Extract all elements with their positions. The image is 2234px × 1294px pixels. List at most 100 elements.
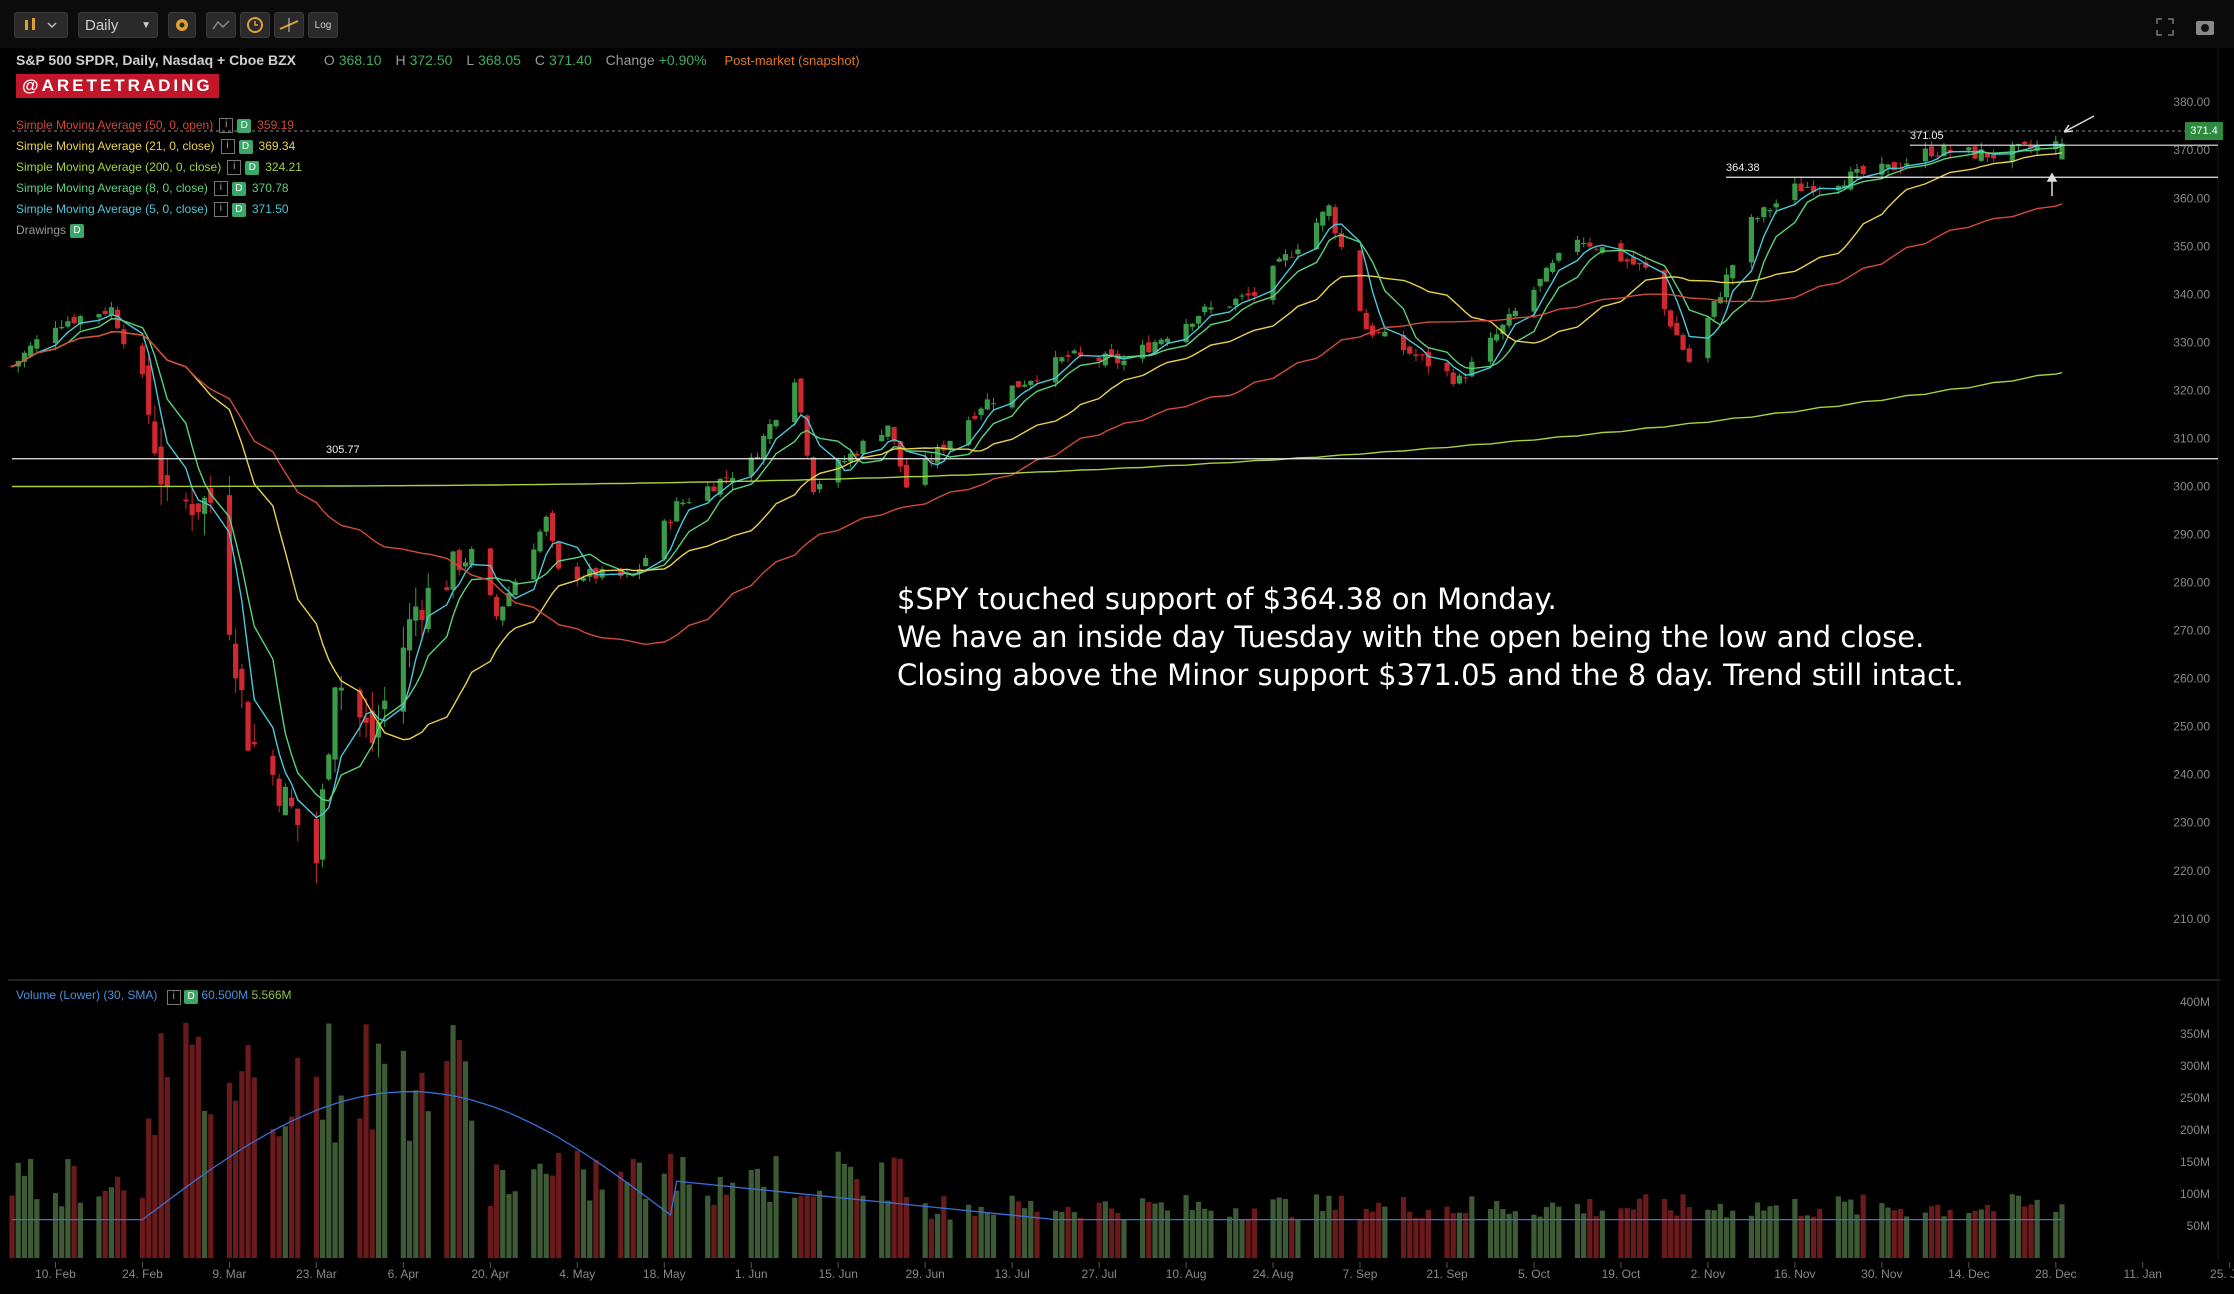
indicator-d-badge[interactable]: D <box>238 139 253 154</box>
info-icon[interactable]: i <box>220 139 235 155</box>
volume-bar <box>425 1111 431 1258</box>
chart-style-button[interactable] <box>14 12 68 38</box>
volume-bar <box>879 1162 885 1258</box>
compare-button[interactable] <box>206 12 236 38</box>
candle-body <box>183 499 189 502</box>
open-label: O <box>323 52 335 68</box>
log-scale-button[interactable]: Log <box>308 12 338 38</box>
volume-bar <box>1108 1208 1115 1258</box>
info-icon[interactable]: i <box>227 160 242 176</box>
indicator-legend-item[interactable]: Simple Moving Average (200, 0, close) i D 3… <box>16 158 302 176</box>
volume-bar <box>444 1060 450 1258</box>
indicator-legend-item[interactable]: Simple Moving Average (8, 0, close) i D 370… <box>16 179 289 197</box>
volume-legend[interactable]: Volume (Lower) (30, SMA) i D 60.500M 5.5… <box>16 988 292 1005</box>
candle-body <box>1276 258 1282 262</box>
candle-body <box>363 717 369 723</box>
expand-icon[interactable] <box>2154 16 2176 38</box>
indicator-d-badge[interactable]: D <box>231 181 246 196</box>
volume-bar <box>1425 1210 1431 1258</box>
indicator-legend-item[interactable]: Simple Moving Average (50, 0, open) i D 359… <box>16 116 294 134</box>
info-icon[interactable]: i <box>166 990 181 1005</box>
volume-bar <box>1208 1210 1214 1258</box>
info-icon[interactable]: i <box>213 181 228 197</box>
snapshot-icon[interactable] <box>2194 16 2216 38</box>
settings-button[interactable] <box>168 12 196 38</box>
clock-button[interactable] <box>240 12 270 38</box>
date-tick-label: 16. Nov <box>1774 1267 1815 1281</box>
volume-bar <box>816 1190 823 1258</box>
candle-body <box>28 345 34 357</box>
timeframe-select[interactable]: Daily ▼ <box>78 12 158 38</box>
drawings-legend[interactable]: Drawings D <box>16 221 85 239</box>
drawings-badge[interactable]: D <box>70 223 85 238</box>
volume-bar <box>1636 1198 1643 1258</box>
volume-bar <box>1226 1216 1233 1258</box>
volume-bar <box>1891 1210 1897 1258</box>
candle-body <box>295 808 301 826</box>
candle-body <box>313 818 319 864</box>
volume-bar <box>506 1194 512 1258</box>
candle-body <box>1680 334 1686 350</box>
candle-body <box>1935 155 1941 157</box>
candle-body <box>922 459 928 485</box>
candle-body <box>1574 239 1581 252</box>
crosshair-button[interactable] <box>274 12 304 38</box>
volume-bar <box>295 1057 301 1258</box>
date-tick-label: 28. Dec <box>2035 1267 2076 1281</box>
volume-bar <box>34 1199 40 1258</box>
change-label: Change <box>605 52 655 68</box>
candle-body <box>1792 183 1798 201</box>
volume-bar <box>450 1025 456 1258</box>
crosshair-icon <box>279 18 299 32</box>
volume-bar <box>1077 1217 1084 1258</box>
indicator-legend-item[interactable]: Simple Moving Average (5, 0, close) i D 371… <box>16 200 289 218</box>
volume-bar <box>885 1200 891 1258</box>
candle-body <box>450 551 456 590</box>
volume-bar <box>1251 1208 1258 1258</box>
candle-body <box>1363 312 1369 330</box>
candle-body <box>537 531 543 552</box>
candle-body <box>835 460 841 483</box>
volume-bar <box>990 1214 997 1258</box>
post-market-label[interactable]: Post-market (snapshot) <box>724 53 860 68</box>
volume-d-badge[interactable]: D <box>184 990 199 1004</box>
candle-body <box>928 460 934 463</box>
info-icon[interactable]: i <box>219 118 234 134</box>
indicator-legend-item[interactable]: Simple Moving Average (21, 0, close) i D 36… <box>16 137 295 155</box>
low-label: L <box>466 52 475 68</box>
volume-bar <box>183 1022 189 1258</box>
volume-bar <box>201 1110 208 1258</box>
volume-bar <box>841 1163 848 1258</box>
indicator-d-badge[interactable]: D <box>237 118 252 133</box>
candle-body <box>1450 372 1456 385</box>
price-tick-label: 310.00 <box>2173 431 2210 445</box>
volume-bar <box>1071 1212 1077 1258</box>
volume-bar <box>580 1169 587 1258</box>
volume-bar <box>941 1196 947 1258</box>
info-icon[interactable]: i <box>213 202 228 218</box>
volume-bar <box>2022 1206 2028 1258</box>
candle-body <box>754 457 761 460</box>
candle-body <box>1506 314 1512 326</box>
candle-body <box>1195 316 1202 324</box>
volume-bar <box>1332 1209 1338 1258</box>
volume-bar <box>891 1157 897 1258</box>
indicator-d-badge[interactable]: D <box>245 160 260 175</box>
indicator-d-badge[interactable]: D <box>231 202 246 217</box>
indicator-value: 370.78 <box>251 181 289 195</box>
indicator-value: 324.21 <box>265 160 302 174</box>
volume-bar <box>705 1195 711 1258</box>
candle-body <box>1991 154 1997 159</box>
volume-bar <box>1195 1201 1202 1258</box>
candle-body <box>245 702 251 751</box>
volume-bar <box>1295 1219 1301 1258</box>
candle-body <box>320 789 326 860</box>
date-tick-label: 20. Apr <box>471 1267 509 1281</box>
candle-body <box>164 475 170 488</box>
candle-body <box>1674 322 1680 336</box>
volume-bar <box>574 1150 580 1258</box>
candle-body <box>549 512 556 541</box>
price-tick-label: 210.00 <box>2173 912 2210 926</box>
volume-bar <box>928 1218 934 1258</box>
